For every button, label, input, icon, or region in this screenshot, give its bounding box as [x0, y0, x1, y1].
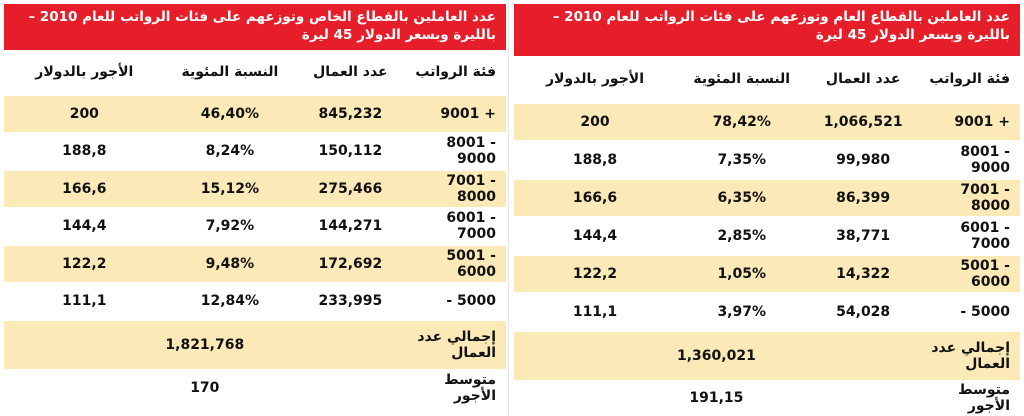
total-workers-row: إجمالي عدد العمال 1,821,768 [4, 320, 506, 371]
percentage: 15,12% [164, 170, 296, 209]
header-percentage: النسبة المئوية [164, 50, 296, 96]
salary-category: 7001 - 8000 [405, 170, 506, 209]
percentage: 78,42% [675, 103, 808, 142]
table-row: 9001 + 845,232 46,40% 200 [4, 95, 506, 134]
total-workers-value: 1,360,021 [514, 331, 919, 382]
wages-usd: 188,8 [4, 132, 165, 171]
percentage: 12,84% [164, 282, 296, 321]
wages-usd: 200 [4, 95, 165, 134]
workers-count: 233,995 [295, 282, 406, 321]
public-sector-panel: عدد العاملين بالقطاع العام وتوزعهم على ف… [514, 4, 1020, 416]
average-wages-label: متوسط الأجور [918, 381, 1020, 416]
salary-category: 9001 + [405, 95, 506, 134]
salary-category: 6001 - 7000 [918, 217, 1020, 256]
percentage: 46,40% [164, 95, 296, 134]
header-salary-category: فئة الرواتب [918, 56, 1020, 104]
percentage: 2,85% [675, 217, 808, 256]
percentage: 9,48% [164, 245, 296, 284]
salary-category: - 5000 [918, 293, 1020, 332]
wages-usd: 144,4 [514, 217, 676, 256]
workers-count: 275,466 [295, 170, 406, 209]
header-wages-usd: الأجور بالدولار [4, 50, 165, 96]
total-workers-value: 1,821,768 [4, 320, 406, 371]
table-row: - 5000 54,028 3,97% 111,1 [514, 293, 1020, 332]
workers-count: 144,271 [295, 207, 406, 246]
salary-category: 5001 - 6000 [918, 255, 1020, 294]
header-workers-count: عدد العمال [295, 50, 406, 96]
table-row: 5001 - 6000 172,692 9,48% 122,2 [4, 245, 506, 284]
public-sector-table: فئة الرواتب عدد العمال النسبة المئوية ال… [514, 56, 1020, 416]
average-wages-value: 170 [4, 370, 406, 406]
table-row: 5001 - 6000 14,322 1,05% 122,2 [514, 255, 1020, 294]
percentage: 8,24% [164, 132, 296, 171]
header-workers-count: عدد العمال [807, 56, 919, 104]
total-workers-row: إجمالي عدد العمال 1,360,021 [514, 331, 1020, 382]
average-wages-row: متوسط الأجور 170 [4, 370, 506, 406]
private-sector-table: فئة الرواتب عدد العمال النسبة المئوية ال… [4, 50, 506, 406]
salary-category: - 5000 [405, 282, 506, 321]
private-sector-title: عدد العاملين بالقطاع الخاص وتوزعهم على ف… [4, 4, 506, 50]
percentage: 1,05% [675, 255, 808, 294]
workers-count: 1,066,521 [807, 103, 919, 142]
wages-usd: 144,4 [4, 207, 165, 246]
percentage: 3,97% [675, 293, 808, 332]
salary-category: 8001 - 9000 [405, 132, 506, 171]
total-workers-label: إجمالي عدد العمال [918, 331, 1020, 382]
workers-count: 172,692 [295, 245, 406, 284]
table-row: 8001 - 9000 99,980 7,35% 188,8 [514, 141, 1020, 180]
panel-separator [508, 0, 509, 416]
table-row: - 5000 233,995 12,84% 111,1 [4, 282, 506, 321]
salary-category: 5001 - 6000 [405, 245, 506, 284]
workers-count: 86,399 [807, 179, 919, 218]
salary-category: 6001 - 7000 [405, 207, 506, 246]
wages-usd: 166,6 [4, 170, 165, 209]
salary-category: 9001 + [918, 103, 1020, 142]
salary-category: 7001 - 8000 [918, 179, 1020, 218]
table-row: 7001 - 8000 275,466 15,12% 166,6 [4, 170, 506, 209]
percentage: 7,35% [675, 141, 808, 180]
table-row: 6001 - 7000 38,771 2,85% 144,4 [514, 217, 1020, 256]
salary-category: 8001 - 9000 [918, 141, 1020, 180]
workers-count: 14,322 [807, 255, 919, 294]
workers-count: 54,028 [807, 293, 919, 332]
wages-usd: 111,1 [514, 293, 676, 332]
workers-count: 99,980 [807, 141, 919, 180]
table-row: 7001 - 8000 86,399 6,35% 166,6 [514, 179, 1020, 218]
workers-count: 845,232 [295, 95, 406, 134]
header-percentage: النسبة المئوية [675, 56, 808, 104]
table-row: 8001 - 9000 150,112 8,24% 188,8 [4, 132, 506, 171]
private-sector-panel: عدد العاملين بالقطاع الخاص وتوزعهم على ف… [4, 4, 506, 406]
table-row: 6001 - 7000 144,271 7,92% 144,4 [4, 207, 506, 246]
average-wages-label: متوسط الأجور [405, 370, 506, 406]
wages-usd: 200 [514, 103, 676, 142]
workers-count: 150,112 [295, 132, 406, 171]
table-header-row: فئة الرواتب عدد العمال النسبة المئوية ال… [514, 56, 1020, 104]
table-row: 9001 + 1,066,521 78,42% 200 [514, 103, 1020, 142]
average-wages-row: متوسط الأجور 191,15 [514, 381, 1020, 416]
average-wages-value: 191,15 [514, 381, 919, 416]
wages-usd: 122,2 [4, 245, 165, 284]
public-sector-title: عدد العاملين بالقطاع العام وتوزعهم على ف… [514, 4, 1020, 56]
wages-usd: 166,6 [514, 179, 676, 218]
percentage: 6,35% [675, 179, 808, 218]
wages-usd: 188,8 [514, 141, 676, 180]
header-salary-category: فئة الرواتب [405, 50, 506, 96]
wages-usd: 111,1 [4, 282, 165, 321]
wages-usd: 122,2 [514, 255, 676, 294]
total-workers-label: إجمالي عدد العمال [405, 320, 506, 371]
header-wages-usd: الأجور بالدولار [514, 56, 676, 104]
workers-count: 38,771 [807, 217, 919, 256]
percentage: 7,92% [164, 207, 296, 246]
table-header-row: فئة الرواتب عدد العمال النسبة المئوية ال… [4, 50, 506, 96]
